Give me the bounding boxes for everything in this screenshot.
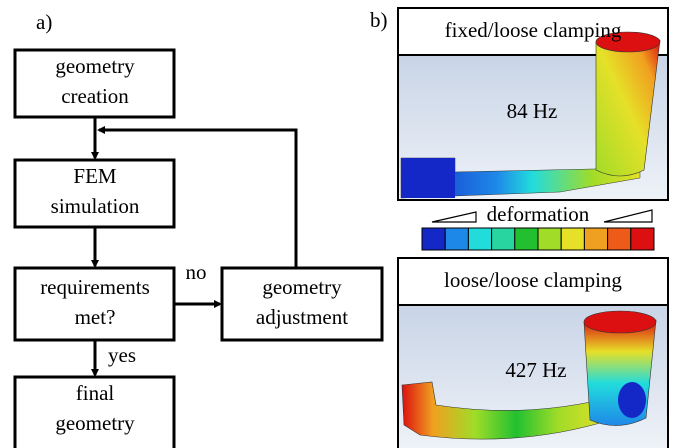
legend-wedge <box>603 209 653 223</box>
node-box <box>13 48 176 119</box>
view-title: loose/loose clamping <box>444 268 622 292</box>
node-label: geometry <box>55 411 135 435</box>
fem-cylinder <box>595 39 661 177</box>
node-label: adjustment <box>256 305 348 329</box>
panel-label: b) <box>370 8 388 32</box>
colorbar-cell <box>467 227 493 251</box>
arrow <box>97 126 298 267</box>
fem-cylinder <box>583 319 657 426</box>
colorbar-cell <box>583 227 609 251</box>
node-box <box>13 375 176 448</box>
node-label: simulation <box>51 194 140 218</box>
fem-clamp <box>401 158 455 198</box>
colorbar-cell <box>491 227 516 251</box>
fem-cylinder-top <box>595 31 661 53</box>
colorbar-cell <box>537 227 562 251</box>
node-label: final <box>76 381 115 405</box>
node-box <box>13 158 176 229</box>
colorbar-cell <box>421 227 446 251</box>
colorbar-cell <box>444 227 469 251</box>
node-label: requirements <box>40 275 150 299</box>
fem-cylinder-top <box>583 310 657 334</box>
legend-label: deformation <box>487 202 590 226</box>
node-label: FEM <box>73 164 117 188</box>
view-title: fixed/loose clamping <box>445 18 622 42</box>
node-box <box>13 266 176 342</box>
fem-spot <box>618 382 646 418</box>
colorbar-cell <box>514 227 539 251</box>
frequency-label: 84 Hz <box>507 99 558 123</box>
colorbar-cell <box>560 227 585 251</box>
colorbar-cell <box>607 227 632 251</box>
colorbar-cell <box>630 227 655 251</box>
node-label: creation <box>61 84 129 108</box>
node-label: geometry <box>262 275 342 299</box>
edge-label: no <box>186 260 207 284</box>
frequency-label: 427 Hz <box>505 358 566 382</box>
node-label: met? <box>75 305 116 329</box>
edge-label: yes <box>108 343 136 367</box>
node-label: geometry <box>55 54 135 78</box>
panel-label: a) <box>36 10 52 34</box>
node-box <box>220 266 384 342</box>
legend-wedge <box>431 211 477 223</box>
